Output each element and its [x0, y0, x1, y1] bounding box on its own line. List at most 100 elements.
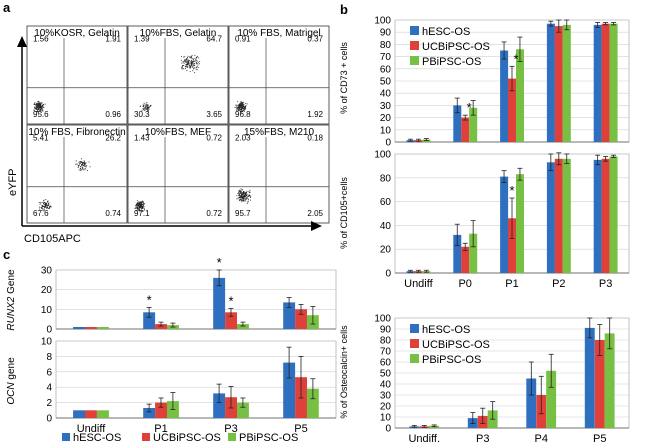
flow-dot [84, 166, 86, 167]
flow-dot [191, 63, 193, 65]
flow-dot [191, 62, 192, 63]
flow-dot [239, 190, 241, 192]
y-tick-label: 70 [380, 52, 392, 63]
flow-dot [187, 63, 189, 65]
flow-dot [185, 68, 186, 70]
flow-dot [86, 170, 88, 171]
flow-dot [242, 199, 244, 201]
flow-quadrant-value: 0.96 [105, 110, 121, 119]
bar-PBiPSC-OS [604, 333, 615, 428]
flow-dot [191, 56, 193, 58]
bar-hESC-OS [143, 408, 156, 418]
flow-dot [239, 103, 241, 105]
flow-dot [46, 203, 47, 205]
flow-dot [41, 207, 43, 209]
flow-dot [194, 67, 196, 69]
flow-dot [149, 106, 150, 108]
y-axis-label: OCN gene [6, 357, 17, 405]
flow-dot [143, 107, 145, 109]
flow-dot [80, 166, 82, 168]
flow-dot [147, 107, 149, 109]
flow-plot-title: 15%FBS, M210 [244, 127, 314, 138]
flow-dot [186, 63, 188, 65]
flow-dot [242, 106, 243, 108]
flow-dot [241, 194, 242, 195]
flow-dot [84, 169, 86, 171]
bar-PBiPSC-OS [97, 410, 109, 418]
flow-dot [33, 109, 35, 111]
flow-dot [241, 104, 243, 106]
flow-dot [40, 104, 42, 106]
flow-dot [37, 108, 39, 110]
flow-dot [143, 104, 145, 106]
flow-dot [236, 104, 238, 106]
flow-dot [239, 111, 241, 112]
flow-dot [141, 203, 143, 205]
bar-UCBiPSC-OS [594, 340, 605, 428]
bar-PBiPSC-OS [609, 23, 618, 143]
flow-dot [185, 58, 187, 60]
flow-dot [137, 201, 139, 203]
flow-dot [44, 202, 46, 204]
flow-dot [78, 164, 80, 166]
flow-dot [194, 54, 196, 56]
flow-quadrant-value: 97.1 [134, 209, 150, 218]
flow-dot [241, 110, 243, 112]
y-tick-label: 80 [380, 173, 392, 184]
y-tick-label: 10 [380, 125, 392, 136]
flow-quadrant-value: 2.03 [235, 134, 251, 143]
flow-dot [145, 105, 147, 107]
flow-dot [146, 108, 148, 110]
flow-dot [243, 197, 244, 199]
y-tick-label: 10 [41, 337, 53, 348]
flow-dot [243, 106, 245, 107]
y-tick-label: 10 [41, 305, 53, 316]
y-tick-label: 100 [374, 150, 391, 161]
flow-dot [145, 108, 147, 110]
flow-dot [250, 199, 251, 201]
flow-dot [247, 201, 249, 203]
flow-dot [239, 103, 241, 105]
flow-dot [187, 55, 189, 57]
flow-dot [82, 167, 84, 169]
flow-dot [82, 161, 83, 163]
y-tick-label: 80 [380, 336, 392, 347]
flow-dot [186, 59, 188, 60]
flow-dot [36, 107, 38, 109]
flow-dot [79, 162, 81, 164]
flow-dot [39, 107, 40, 109]
flow-dot [136, 204, 138, 205]
flow-dot [246, 193, 248, 195]
flow-dot [76, 163, 78, 165]
flow-dot [44, 103, 46, 105]
flow-dot [138, 205, 140, 206]
legend-label: hESC-OS [422, 324, 470, 336]
flow-dot [186, 64, 187, 66]
flow-dot [238, 198, 240, 200]
flow-quadrant-value: 1.43 [134, 134, 150, 143]
flow-dot [244, 192, 246, 194]
flow-dot [185, 64, 187, 66]
flow-dot [192, 58, 194, 60]
flow-dot [240, 200, 242, 202]
flow-dot [137, 209, 139, 211]
flow-dot [34, 107, 35, 109]
bar-PBiPSC-OS [562, 158, 571, 273]
flow-dot [145, 106, 146, 108]
flow-dot [195, 60, 197, 62]
flow-dot [142, 203, 144, 205]
flow-dot [187, 57, 188, 58]
flow-dot [43, 106, 45, 108]
flow-dot [141, 202, 143, 203]
flow-dot [37, 106, 38, 108]
flow-dot [244, 109, 246, 110]
flow-dot [239, 106, 241, 108]
y-tick-label: 0 [385, 269, 391, 280]
y-tick-label: 2 [46, 398, 52, 409]
flow-dot [195, 68, 197, 70]
flow-dot [240, 110, 242, 112]
flow-dot [239, 196, 240, 198]
flow-dot [236, 108, 238, 110]
